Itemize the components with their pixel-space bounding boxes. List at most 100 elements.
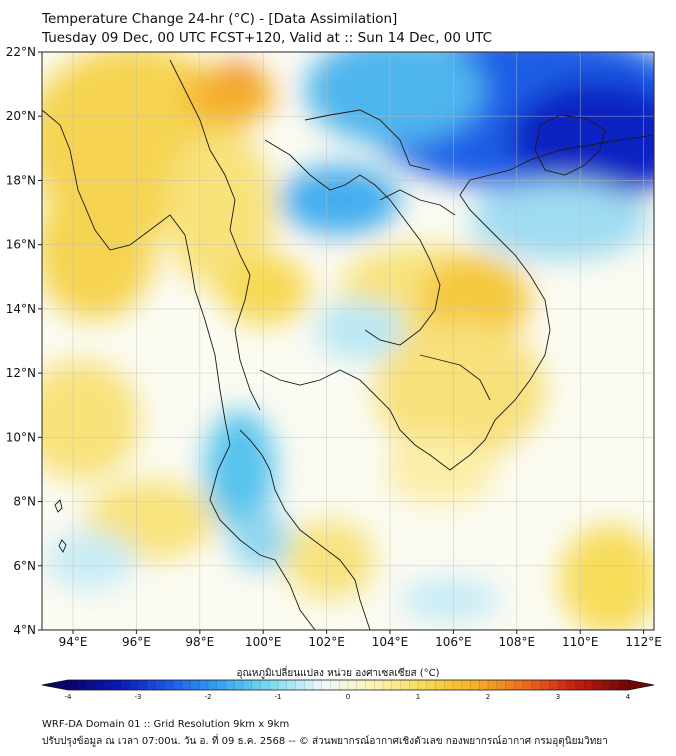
lon-tick-label: 112°E	[625, 635, 662, 649]
latitude-axis: 22°N 20°N 18°N 16°N 14°N 12°N 10°N 8°N 6°N 4°N	[6, 45, 42, 637]
colorbar-segment	[461, 680, 472, 690]
colorbar-label: อุณหภูมิเปลี่ยนแปลง หน่วย องศาเซลเซียส (…	[236, 668, 440, 679]
colorbar-segment	[531, 680, 542, 690]
colorbar-segment	[68, 680, 78, 690]
colorbar-segment	[549, 680, 559, 690]
lat-tick-label: 16°N	[6, 238, 36, 252]
cool-area-laos	[280, 165, 400, 235]
plot-frame	[41, 51, 655, 631]
colorbar-segment	[593, 680, 603, 690]
colorbar-segment	[103, 680, 113, 690]
colorbar-segment	[383, 680, 393, 690]
lat-tick-label: 22°N	[6, 45, 36, 59]
colorbar-segment	[409, 680, 419, 690]
colorbar-segment	[129, 680, 139, 690]
indochina-coastline	[259, 134, 654, 471]
colorbar-segment	[138, 680, 148, 690]
colorbar-tick-label: -3	[135, 693, 142, 701]
island-andaman-1	[54, 499, 63, 513]
colorbar-segment	[348, 680, 358, 690]
colorbar-segment	[374, 680, 384, 690]
colorbar-segment	[146, 680, 157, 690]
colorbar-segment	[164, 680, 174, 690]
lon-tick-label: 108°E	[499, 635, 536, 649]
footer-credit: ปรับปรุงข้อมูล ณ เวลา 07:00น. วัน อ. ที่…	[42, 736, 608, 747]
colorbar	[41, 679, 655, 691]
colorbar-segment	[269, 680, 279, 690]
longitude-axis: 94°E 96°E 98°E 100°E 102°E 104°E 106°E 108°E 110…	[59, 630, 662, 649]
colorbar-segment	[260, 680, 270, 690]
eastern-peninsula-coastline	[239, 429, 371, 630]
colorbar-segment	[339, 680, 349, 690]
colorbar-segment	[94, 680, 104, 690]
colorbar-segment	[330, 680, 340, 690]
colorbar-max-extension	[628, 680, 654, 690]
warm-area-andaman-west	[42, 360, 140, 480]
colorbar-segment	[321, 680, 332, 690]
colorbar-segment	[453, 680, 463, 690]
northern-border	[304, 109, 431, 171]
laos-vietnam-border	[379, 189, 456, 216]
colorbar-segment	[426, 680, 437, 690]
colorbar-segment	[216, 680, 227, 690]
colorbar-segment	[470, 680, 480, 690]
thailand-myanmar-border	[169, 59, 261, 411]
footer-resolution: WRF-DA Domain 01 :: Grid Resolution 9km …	[42, 719, 290, 730]
temperature-field	[42, 52, 654, 630]
island-andaman-2	[58, 539, 67, 553]
hainan-island	[534, 114, 606, 176]
lon-tick-label: 94°E	[59, 635, 88, 649]
thailand-laos-border	[264, 139, 441, 346]
colorbar-segment	[391, 680, 402, 690]
colorbar-segment	[85, 680, 95, 690]
colorbar-segment	[208, 680, 218, 690]
colorbar-segment	[496, 680, 507, 690]
lon-tick-label: 98°E	[185, 635, 214, 649]
colorbar-segment	[619, 680, 629, 690]
colorbar-tick-label: 0	[346, 693, 350, 701]
cool-area-south	[400, 578, 500, 622]
colorbar-segment	[505, 680, 515, 690]
colorbar-tick-label: 4	[626, 693, 631, 701]
colorbar-segment	[313, 680, 323, 690]
colorbar-segment	[610, 680, 620, 690]
colorbar-segment	[199, 680, 209, 690]
warm-area-southeast	[560, 525, 654, 630]
warm-area-myanmar-south	[42, 180, 155, 320]
colorbar-segment	[523, 680, 533, 690]
colorbar-outline	[41, 679, 655, 691]
colorbar-tick-label: -1	[275, 693, 282, 701]
lat-tick-label: 20°N	[6, 109, 36, 123]
colorbar-segment	[488, 680, 498, 690]
colorbar-segment	[111, 680, 122, 690]
lon-tick-label: 96°E	[122, 635, 151, 649]
warm-area-delta	[385, 435, 495, 505]
cambodia-border	[419, 354, 491, 401]
cool-area-gulf-tonkin	[470, 180, 650, 260]
colorbar-segment	[558, 680, 568, 690]
colorbar-segment	[514, 680, 524, 690]
colorbar-tick-label: 3	[556, 693, 560, 701]
cool-area-peninsula-south	[230, 510, 290, 570]
colorbar-segment	[251, 680, 262, 690]
colorbar-ticks: -4 -3 -2 -1 0 1 2 3 4	[65, 693, 631, 701]
colorbar-segment	[435, 680, 445, 690]
colorbar-segment	[575, 680, 585, 690]
colorbar-segment	[540, 680, 550, 690]
colorbar-segment	[225, 680, 235, 690]
lon-tick-label: 100°E	[245, 635, 282, 649]
colorbar-segment	[601, 680, 612, 690]
colorbar-segment	[356, 680, 367, 690]
colorbar-segment	[295, 680, 305, 690]
warm-area-north-thailand	[165, 130, 275, 290]
colorbar-segment	[444, 680, 454, 690]
colorbar-segment	[584, 680, 594, 690]
colorbar-segment	[173, 680, 183, 690]
colorbar-min-extension	[42, 680, 68, 690]
lon-tick-label: 102°E	[308, 635, 345, 649]
cool-area-central	[315, 300, 405, 360]
lat-tick-label: 6°N	[13, 559, 36, 573]
colorbar-segment	[286, 680, 297, 690]
colorbar-tick-label: 1	[416, 693, 420, 701]
map-title: Temperature Change 24-hr (°C) - [Data As…	[42, 11, 398, 27]
